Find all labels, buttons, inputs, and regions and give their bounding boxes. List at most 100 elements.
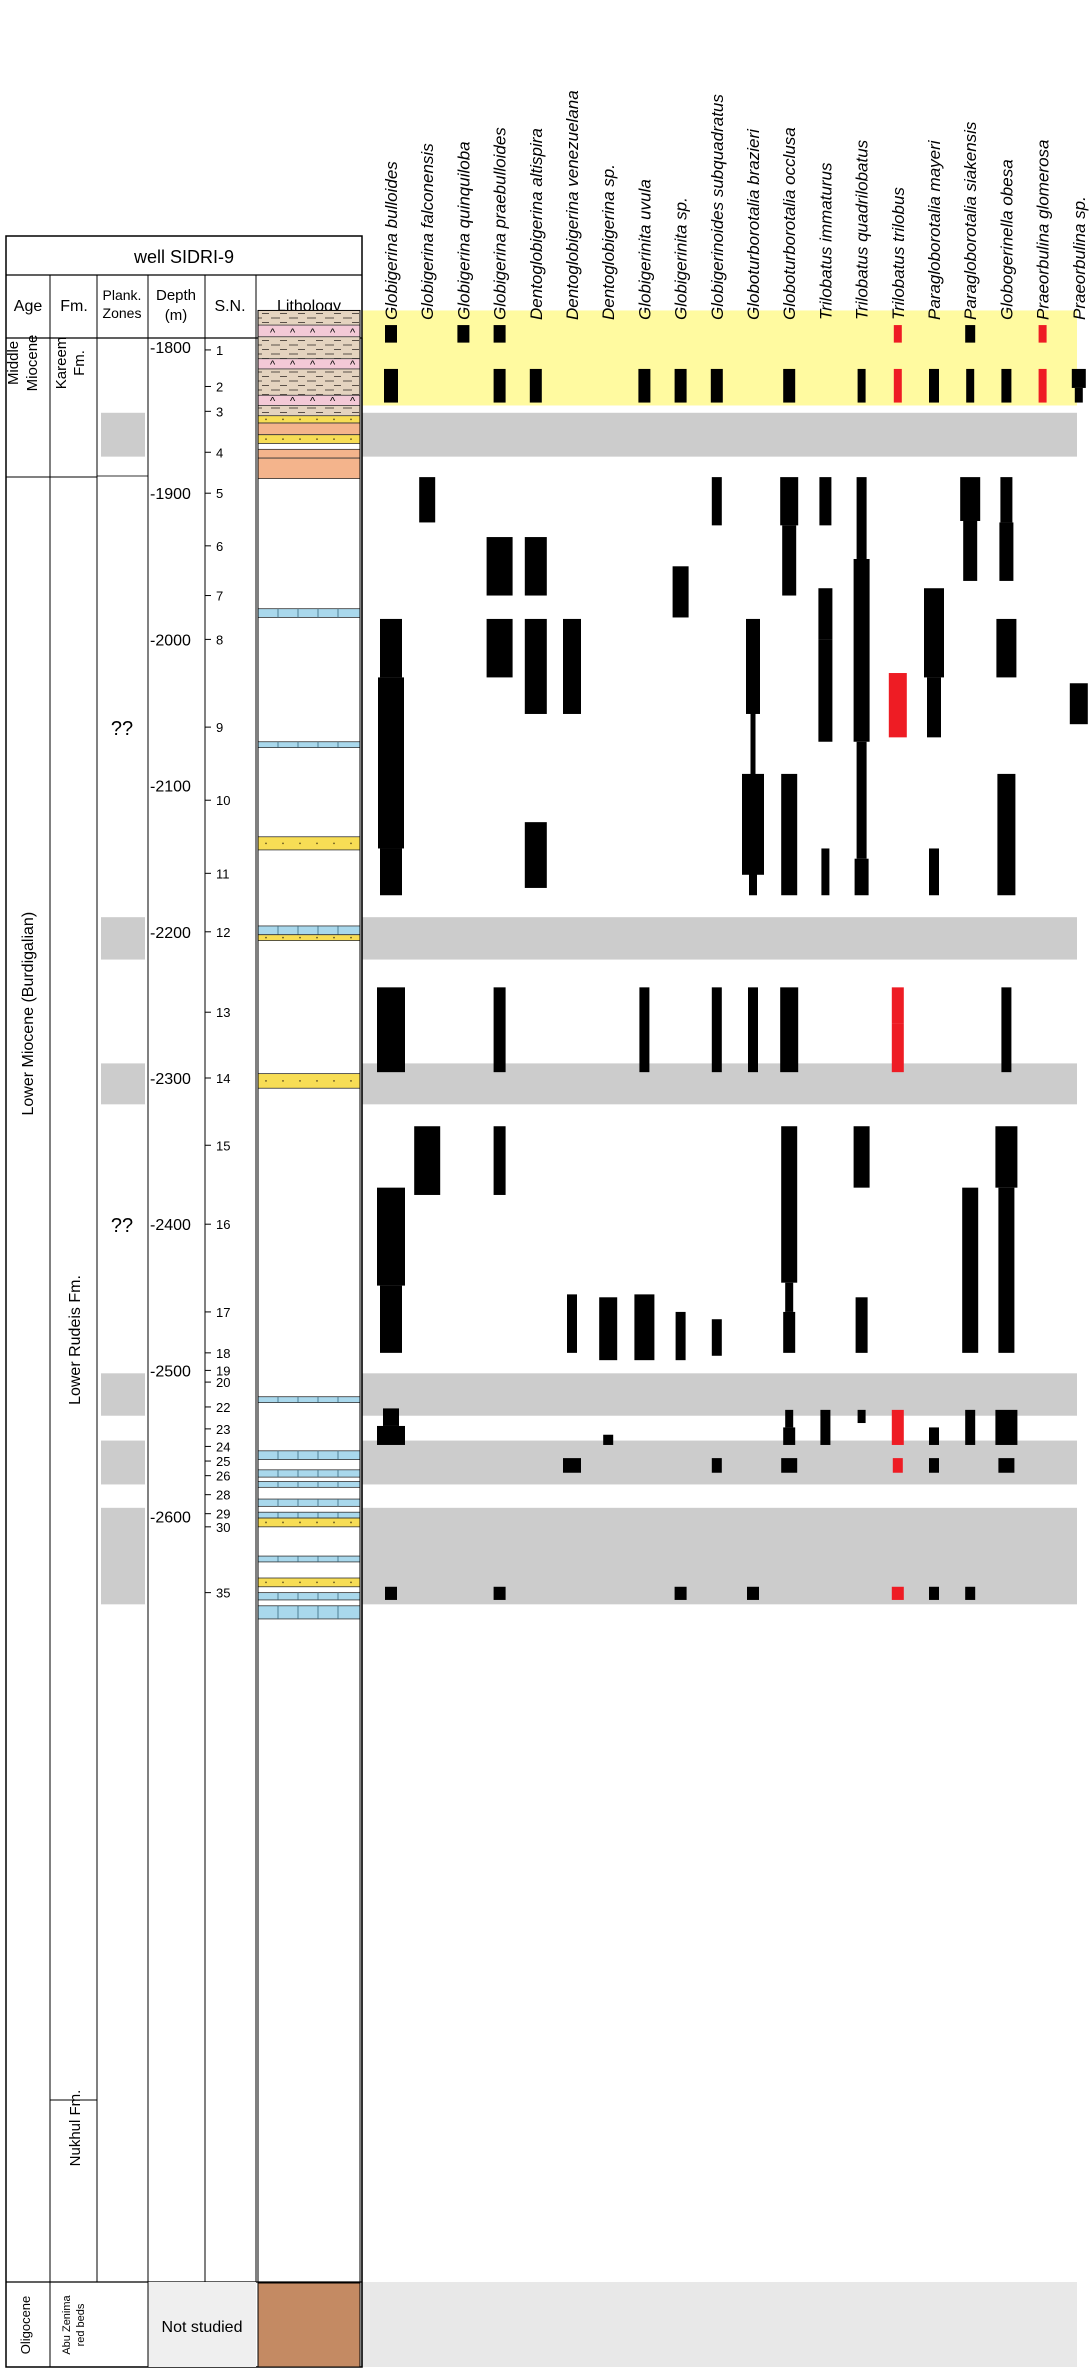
sand-dot bbox=[333, 1581, 335, 1584]
range-bar-10-5 bbox=[749, 844, 757, 896]
sample-label-19: 19 bbox=[216, 1363, 230, 1378]
sand-dot bbox=[265, 842, 267, 845]
range-bar-0-4 bbox=[380, 848, 402, 896]
range-bar-17-4 bbox=[997, 773, 1016, 896]
sand-dot bbox=[265, 1521, 267, 1524]
range-bar-17-9 bbox=[998, 1458, 1015, 1473]
zone-band-6 bbox=[101, 1507, 145, 1605]
lithology-lime-18 bbox=[257, 1481, 361, 1488]
range-bar-17-1 bbox=[1000, 477, 1013, 523]
depth-label: -2600 bbox=[150, 1510, 191, 1527]
anhydrite-mark: ^ bbox=[270, 327, 276, 339]
sample-numbers: 1234567891011121314151617181920222324252… bbox=[205, 343, 230, 1601]
sand-dot bbox=[282, 418, 284, 421]
lithology-sand-14 bbox=[257, 1073, 361, 1089]
range-bar-14-7 bbox=[891, 1586, 904, 1600]
species-headers: Globigerina bulloides Globigerina falcone… bbox=[382, 90, 1089, 320]
sample-label-11: 11 bbox=[216, 866, 230, 881]
zone-band-2 bbox=[101, 917, 145, 960]
range-bar-15-2 bbox=[927, 677, 941, 738]
lithology-sand-11 bbox=[257, 836, 361, 851]
sample-label-4: 4 bbox=[216, 445, 223, 460]
range-bar-3-4 bbox=[493, 987, 506, 1073]
header-plank-zones-2: Zones bbox=[103, 305, 142, 321]
range-bar-8-2 bbox=[675, 1311, 686, 1361]
lithology-red-8 bbox=[257, 457, 361, 479]
sand-dot bbox=[316, 438, 318, 441]
range-bar-16-1 bbox=[966, 368, 975, 403]
species-globigerinita-sp-: Globigerinita sp. bbox=[672, 197, 691, 320]
range-bar-16-0 bbox=[965, 325, 976, 343]
range-bar-15-6 bbox=[929, 1586, 939, 1600]
depth-label: -2200 bbox=[150, 925, 191, 942]
sand-dot bbox=[350, 418, 352, 421]
depth-label: -2100 bbox=[150, 779, 191, 796]
range-bar-13-0 bbox=[857, 368, 866, 403]
band-1 bbox=[362, 412, 1077, 457]
zone-band-1 bbox=[101, 412, 145, 457]
sample-label-10: 10 bbox=[216, 793, 230, 808]
sand-dot bbox=[282, 1080, 284, 1082]
header-plank-zones: Plank. bbox=[103, 287, 142, 303]
range-bar-14-0 bbox=[893, 325, 902, 343]
range-bar-4-2 bbox=[524, 618, 547, 714]
lithology-lime-10 bbox=[257, 741, 361, 748]
sand-dot bbox=[333, 936, 335, 939]
sample-label-29: 29 bbox=[216, 1507, 230, 1522]
range-bar-7-0 bbox=[638, 368, 651, 403]
age-formation-labels: Middle Miocene Lower Miocene (Burdigalian)… bbox=[5, 335, 242, 2355]
range-bar-4-1 bbox=[524, 537, 547, 596]
range-bar-17-5 bbox=[1001, 987, 1012, 1073]
sample-label-2: 2 bbox=[216, 379, 223, 394]
range-bar-12-2 bbox=[818, 639, 833, 742]
range-bar-11-3 bbox=[781, 773, 798, 896]
zone-band-3 bbox=[101, 1063, 145, 1105]
header-formation: Fm. bbox=[60, 298, 88, 315]
range-bar-3-2 bbox=[486, 537, 513, 596]
anhydrite-mark: ^ bbox=[350, 327, 356, 339]
range-bar-11-4 bbox=[780, 987, 799, 1073]
range-bar-19-2 bbox=[1069, 683, 1088, 725]
range-bar-13-7 bbox=[857, 1409, 866, 1424]
range-bar-10-4 bbox=[750, 709, 756, 845]
range-bar-10-3 bbox=[747, 1586, 759, 1600]
range-bar-11-5 bbox=[781, 1126, 798, 1283]
range-bar-8-1 bbox=[672, 566, 689, 618]
range-bar-19-1 bbox=[1074, 387, 1083, 403]
species-globigerinoides-subquadratus: Globigerinoides subquadratus bbox=[708, 94, 727, 320]
range-bar-9-3 bbox=[711, 1319, 722, 1356]
zone-band-4 bbox=[101, 1373, 145, 1416]
sample-label-23: 23 bbox=[216, 1422, 230, 1437]
anhydrite-mark: ^ bbox=[290, 395, 296, 407]
lithology-lime-12 bbox=[257, 925, 361, 936]
range-bar-14-2 bbox=[888, 673, 907, 738]
range-bar-8-0 bbox=[674, 368, 687, 403]
sample-label-25: 25 bbox=[216, 1454, 230, 1469]
anhydrite-mark: ^ bbox=[350, 395, 356, 407]
sand-dot bbox=[299, 418, 301, 421]
lithology-lime-16 bbox=[257, 1450, 361, 1460]
species-trilobatus-trilobus: Trilobatus trilobus bbox=[889, 187, 908, 320]
anhydrite-mark: ^ bbox=[330, 395, 336, 407]
header-age: Age bbox=[14, 298, 43, 315]
formation-kareem-2: Fm. bbox=[71, 350, 88, 376]
range-bar-10-2 bbox=[748, 987, 758, 1073]
range-bar-16-5 bbox=[965, 1409, 976, 1445]
range-bar-3-6 bbox=[493, 1586, 506, 1600]
sand-dot bbox=[333, 1521, 335, 1524]
sand-dot bbox=[350, 1521, 352, 1524]
species-globoturborotalia-brazieri: Globoturborotalia brazieri bbox=[744, 128, 763, 320]
range-bar-12-4 bbox=[820, 1409, 831, 1445]
range-bar-4-3 bbox=[524, 822, 547, 888]
sample-label-6: 6 bbox=[216, 539, 223, 554]
range-bar-8-3 bbox=[674, 1586, 687, 1600]
sample-label-18: 18 bbox=[216, 1346, 230, 1361]
range-bars bbox=[377, 325, 1088, 1600]
anhydrite-mark: ^ bbox=[290, 359, 296, 371]
age-middle-miocene-2: Miocene bbox=[24, 335, 41, 392]
anhydrite-mark: ^ bbox=[350, 359, 356, 371]
range-bar-5-0 bbox=[563, 618, 581, 714]
sand-dot bbox=[299, 842, 301, 845]
range-bar-9-2 bbox=[711, 987, 722, 1073]
sample-label-3: 3 bbox=[216, 404, 223, 419]
